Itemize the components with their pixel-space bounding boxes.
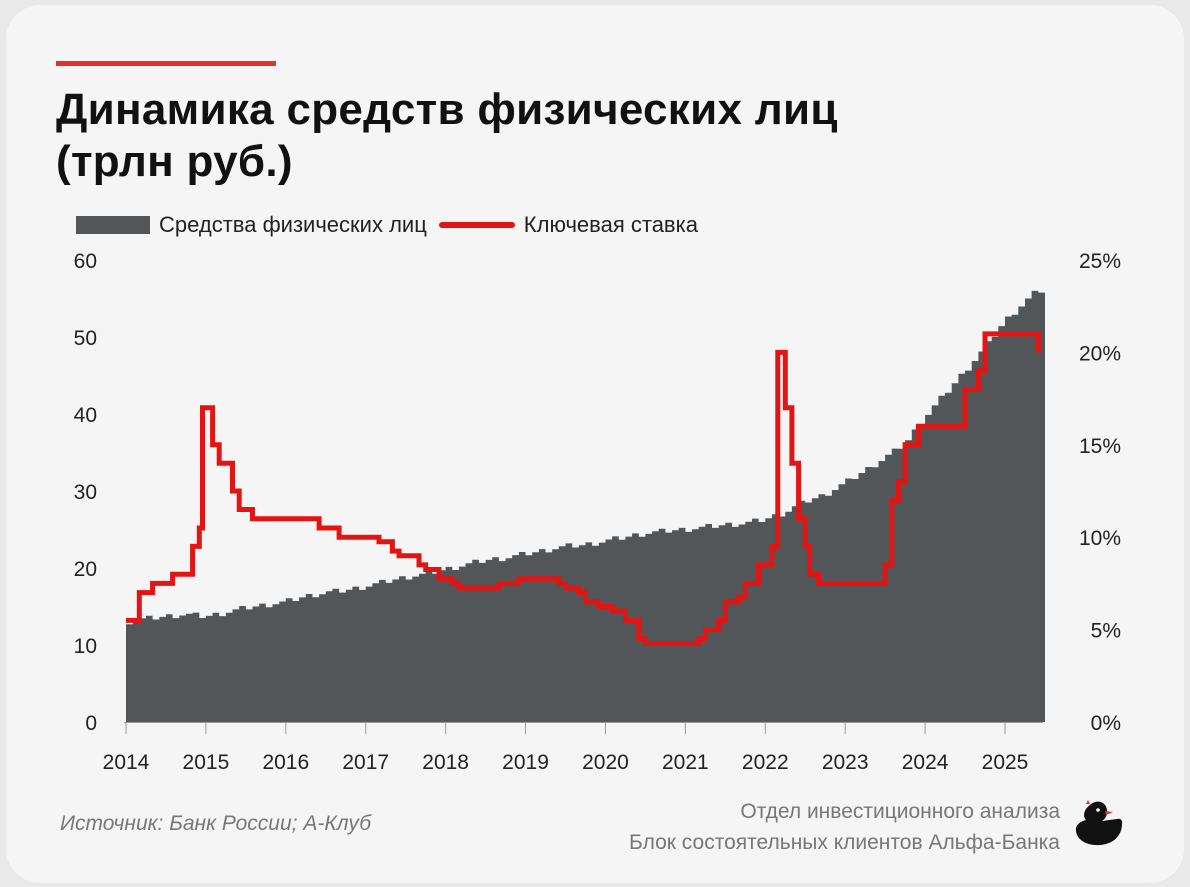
- y-left-tick-label: 60: [74, 250, 97, 273]
- x-tick-label: 2019: [502, 751, 549, 774]
- y-left-tick-label: 50: [74, 327, 97, 350]
- chart-axes: 2014 2015 2016 2017 2018 2019 2020 2021 2022 2023…: [74, 250, 1121, 774]
- title-line-2: (трлн руб.): [56, 137, 293, 186]
- duck-logo-icon: [1075, 800, 1123, 846]
- y-left-tick-label: 20: [74, 558, 97, 581]
- y-right-tick-label: 25%: [1079, 250, 1121, 273]
- y-left-tick-label: 40: [74, 404, 97, 427]
- deposits-area: [126, 290, 1045, 722]
- legend-swatch-key-rate: [438, 222, 515, 228]
- legend-label-deposits: Средства физических лиц: [159, 212, 427, 237]
- x-tick-label: 2024: [902, 751, 949, 774]
- x-tick-label: 2022: [742, 751, 789, 774]
- x-tick-label: 2020: [582, 751, 629, 774]
- x-tick-label: 2018: [422, 751, 469, 774]
- chart-title: Динамика средств физических лиц (трлн ру…: [56, 84, 1056, 188]
- x-tick-label: 2023: [822, 751, 869, 774]
- y-right-tick-label: 10%: [1079, 527, 1121, 550]
- chart-legend: Средства физических лиц Ключевая ставка: [76, 210, 698, 240]
- key-rate-line: [126, 331, 1041, 646]
- x-tick-label: 2025: [982, 751, 1029, 774]
- author-line-2: Блок состоятельных клиентов Альфа-Банка: [629, 831, 1060, 854]
- y-left-tick-label: 0: [85, 712, 97, 735]
- y-right-tick-label: 20%: [1079, 342, 1121, 365]
- legend-swatch-deposits: [76, 216, 150, 234]
- key-rate-line-series: [126, 331, 1041, 646]
- author-line-1: Отдел инвестиционного анализа: [740, 800, 1060, 823]
- y-left-tick-label: 10: [74, 635, 97, 658]
- x-tick-label: 2014: [103, 751, 150, 774]
- y-right-tick-label: 5%: [1091, 620, 1121, 643]
- x-tick-label: 2017: [342, 751, 389, 774]
- legend-label-key-rate: Ключевая ставка: [523, 212, 698, 237]
- source-note: Источник: Банк России; А-Клуб: [60, 812, 372, 835]
- y-right-tick-label: 15%: [1079, 435, 1121, 458]
- x-tick-label: 2016: [262, 751, 309, 774]
- y-right-tick-label: 0%: [1091, 712, 1121, 735]
- x-tick-label: 2015: [183, 751, 230, 774]
- deposits-area-series: [126, 290, 1045, 722]
- author-block: Отдел инвестиционного анализа Блок состо…: [629, 796, 1060, 858]
- x-tick-label: 2021: [662, 751, 709, 774]
- y-left-tick-label: 30: [74, 481, 97, 504]
- accent-bar: [56, 61, 276, 66]
- title-line-1: Динамика средств физических лиц: [56, 85, 838, 134]
